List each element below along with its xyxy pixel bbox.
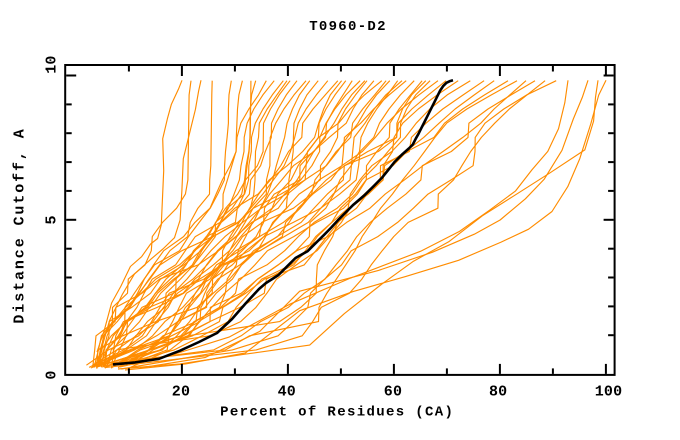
svg-text:80: 80 [489,383,507,400]
svg-text:Percent of Residues (CA): Percent of Residues (CA) [220,405,454,421]
svg-text:0: 0 [43,370,60,379]
svg-text:60: 60 [384,383,402,400]
svg-text:5: 5 [43,215,60,224]
svg-text:100: 100 [595,383,623,400]
svg-text:0: 0 [60,383,69,400]
svg-text:10: 10 [43,55,60,73]
svg-text:40: 40 [278,383,296,400]
svg-text:Distance Cutoff, A: Distance Cutoff, A [11,127,28,323]
svg-text:20: 20 [172,383,190,400]
svg-text:T0960-D2: T0960-D2 [309,19,387,35]
